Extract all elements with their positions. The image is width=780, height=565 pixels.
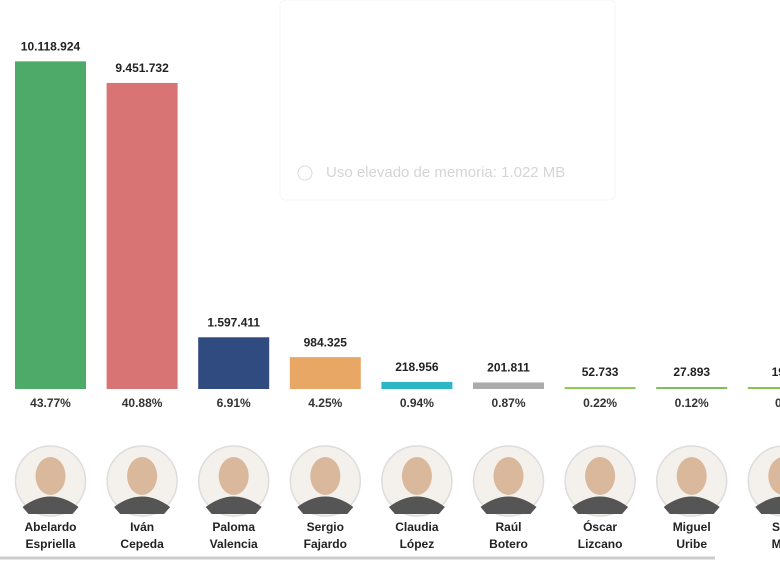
overlay-panel xyxy=(279,0,616,201)
value-label: 9.451.732 xyxy=(115,61,169,75)
percent-label: 40.88% xyxy=(122,396,163,410)
value-label: 218.956 xyxy=(395,360,439,374)
bar xyxy=(106,82,178,390)
candidate-last-name: Mac xyxy=(772,537,780,551)
percent-label: 6.91% xyxy=(217,396,251,410)
candidate-first-name: Claudia xyxy=(395,520,439,534)
candidate-last-name: Uribe xyxy=(676,537,707,551)
value-label: 52.733 xyxy=(582,365,619,379)
candidate-last-name: Botero xyxy=(489,537,528,551)
value-label: 201.811 xyxy=(487,361,530,375)
candidate-last-name: Valencia xyxy=(210,537,258,551)
photo-face xyxy=(218,457,249,495)
bar xyxy=(473,382,544,389)
candidate-last-name: Lizcano xyxy=(578,537,623,551)
candidate-first-name: Óscar xyxy=(583,519,617,534)
candidate-last-name: López xyxy=(400,537,435,551)
photo-shoulders xyxy=(388,496,445,514)
bar xyxy=(564,387,636,389)
candidate-first-name: Abelardo xyxy=(24,520,76,534)
photo-face xyxy=(35,457,66,495)
photo-face xyxy=(585,457,616,495)
candidate-first-name: Miguel xyxy=(673,520,711,534)
percent-label: 0.87% xyxy=(491,396,525,410)
value-label: 1.597.411 xyxy=(207,315,260,329)
overlay-text: Uso elevado de memoria: 1.022 MB xyxy=(326,164,565,181)
photo-shoulders xyxy=(572,496,629,514)
photo-face xyxy=(768,457,780,495)
percent-label: 0.12% xyxy=(675,396,709,410)
candidate-last-name: Espriella xyxy=(25,537,75,551)
candidate-first-name: Iván xyxy=(130,520,154,534)
photo-shoulders xyxy=(205,496,262,514)
bar xyxy=(15,61,86,390)
percent-label: 0.22% xyxy=(583,396,617,410)
photo-shoulders xyxy=(480,496,537,514)
bar xyxy=(656,387,728,389)
photo-face xyxy=(310,457,341,495)
photo-shoulders xyxy=(114,496,171,514)
candidate-first-name: Paloma xyxy=(212,520,255,534)
value-label: 19.3 xyxy=(772,365,780,379)
photo-shoulders xyxy=(297,496,354,514)
photo-shoulders xyxy=(663,496,720,514)
bar xyxy=(198,337,270,389)
bar xyxy=(381,381,453,389)
memory-overlay: Uso elevado de memoria: 1.022 MB xyxy=(279,0,616,201)
photo-face xyxy=(127,457,158,495)
value-label: 10.118.924 xyxy=(21,40,81,54)
candidate-last-name: Fajardo xyxy=(304,537,347,551)
percent-label: 0.94% xyxy=(400,396,434,410)
candidate-last-name: Cepeda xyxy=(120,537,164,551)
percent-label: 43.77% xyxy=(30,396,71,410)
photo-face xyxy=(493,457,524,495)
value-label: 27.893 xyxy=(673,365,710,379)
photo-shoulders xyxy=(22,496,79,514)
overlay-icon xyxy=(297,165,313,181)
bar xyxy=(747,387,780,389)
photo-face xyxy=(401,457,432,495)
bar xyxy=(289,357,361,389)
value-label: 984.325 xyxy=(304,335,348,349)
photo-face xyxy=(676,457,707,495)
candidate-first-name: Raúl xyxy=(495,520,521,534)
photo-shoulders xyxy=(755,496,780,514)
candidate-first-name: Sergio xyxy=(307,520,344,534)
percent-label: 0.0 xyxy=(775,396,780,410)
candidate-first-name: Son xyxy=(772,520,780,534)
percent-label: 4.25% xyxy=(308,396,342,410)
